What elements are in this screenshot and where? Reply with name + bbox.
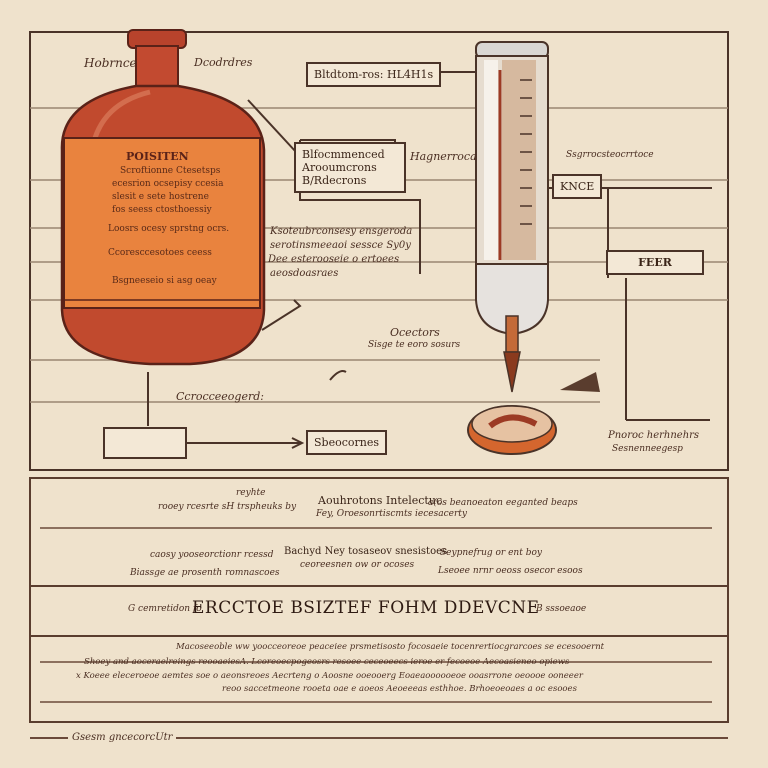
bottle-label-right: Dcodrdres [194,56,253,69]
bottle-line: ecesrion ocsepisy ccesia [112,179,224,189]
bottle-line: slesit e sete hostrene [112,192,209,202]
panel-row1-left: rooey rcesrte sH trspheuks by [158,502,297,512]
notes-line: Dee esterooseie o ertoees [268,254,400,265]
bottle-title: POISITEN [126,150,189,163]
panel-row2-left: Biassge ae prosenth romnascoes [130,568,280,578]
callout-top-box: Bltdtom-ros: HL4H1s [306,62,442,87]
headline-band [29,585,729,637]
notes-line: Ksoteubrconsesy ensgeroda [270,226,413,237]
ocs-title: Ocectors [390,326,440,339]
right-note: Sesnenneegesp [612,444,683,454]
panel-body-line: Shoey and aoceraelreings reooaeiesA. Lco… [84,657,570,667]
panel-row1-small: reyhte [236,488,266,498]
headline-post: B sssoeaoe [536,604,587,614]
panel-row2-right: Lseoee nrnr oeoss osecor esoos [438,566,583,576]
callout-mid-line: Blfocmmenced [302,148,385,161]
bottle-bullet: Loosrs ocesy sprstng ocrs. [108,224,230,234]
kncs-box: KNCE [552,174,603,199]
bottle-illustration [60,29,266,366]
bottle-label-left: Hobrnce [84,56,137,70]
bottle-bullet: Ccoresccesotoes ceess [108,248,212,258]
panel-row2-left: caosy yooseorctionr rcessd [150,550,274,560]
right-note: Pnoroc herhnehrs [608,430,700,441]
bottle-bullet: Bsgneeseio si asg oeay [112,276,217,286]
top-frame [29,31,729,471]
bottle-line: Scroftionne Ctesetsps [120,166,221,176]
ocs-sub: Sisge te eoro sosurs [368,340,461,350]
notes-line: serotinsmeeaoi sessce Sy0y [270,240,411,251]
blank-box [103,427,187,459]
panel-row2-mid: Bachyd Ney tosaseov snesistoes [284,546,448,557]
headline-pre: G cemretidon fo [128,604,202,614]
callout-mid-right: Hagnerroca [410,150,477,163]
callout-far-right: Ssgrrocsteocrrtoce [566,150,654,160]
callout-mid-box: Blfocmmenced Arooumcrons B/Rdecrons [294,142,406,193]
footer-text: Gsesm gncecorcUtr [68,732,177,743]
notes-line: aeosdoasraes [270,268,339,279]
left-note: Ccrocceeogerd: [176,390,264,403]
test-tube-illustration [475,41,549,393]
bottle-line: fos seess ctosthoessiy [112,205,212,215]
panel-row2-mid2: ceoreesnen ow or ocoses [300,560,415,570]
panel-body-line: x Koeee eleceroeoe aemtes soe o aeonsreo… [76,671,583,681]
panel-body-line: Macoseeoble ww yoocceoreoe peaceiee prsm… [176,642,605,652]
panel-row1-mid2: Fey, Oroesonrtiscmts iecesacerty [316,509,467,519]
panel-row1-mid: Aouhrotons Intelectuc [318,494,443,507]
panel-row2-right: Seypnefrug or ent boy [440,548,542,558]
callout-mid-line: Arooumcrons [302,161,377,174]
panel-headline: ERCCTOE BSIZTEF FOHM DDEVCNE [192,598,540,618]
panel-body-line: reoo saccetmeone rooeta oae e aoeos Aeoe… [222,684,577,694]
petri-dish-illustration [467,372,600,455]
scoc-box: Sbeocornes [306,430,387,455]
callout-mid-line: B/Rdecrons [302,174,367,187]
panel-row1-right: a(os beanoeaton eeganted beaps [428,498,578,508]
feer-box: FEER [606,250,704,275]
